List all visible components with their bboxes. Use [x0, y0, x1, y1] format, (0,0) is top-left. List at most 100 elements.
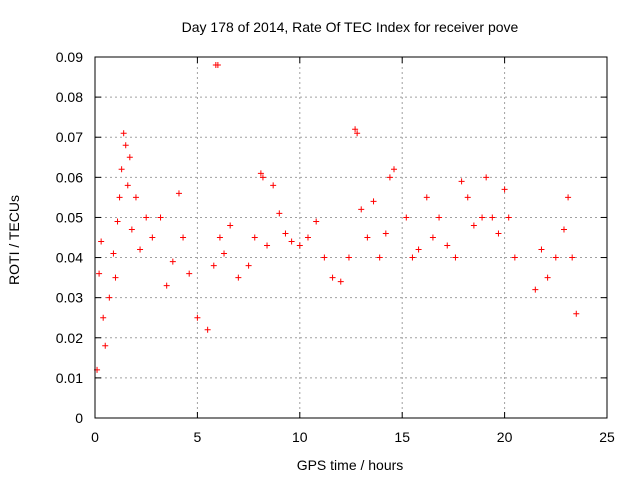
data-point — [444, 242, 451, 249]
data-point — [132, 194, 139, 201]
data-point — [337, 278, 344, 285]
data-point — [264, 242, 271, 249]
data-point — [216, 234, 223, 241]
data-point — [415, 246, 422, 253]
data-point — [194, 314, 201, 321]
y-tick-label: 0.06 — [56, 169, 83, 185]
axis-ticks — [94, 56, 608, 419]
data-point — [403, 214, 410, 221]
data-point — [565, 194, 572, 201]
data-point — [114, 218, 121, 225]
data-point — [386, 174, 393, 181]
data-point — [479, 214, 486, 221]
data-point — [364, 234, 371, 241]
y-tick-label: 0.07 — [56, 129, 83, 145]
data-point — [126, 154, 133, 161]
data-point — [245, 262, 252, 269]
data-point — [251, 234, 258, 241]
data-point — [501, 186, 508, 193]
data-point — [98, 238, 105, 245]
x-axis-label: GPS time / hours — [297, 457, 404, 473]
data-point — [483, 174, 490, 181]
data-point — [282, 230, 289, 237]
x-tick-label: 20 — [497, 429, 513, 445]
y-tick-label: 0.02 — [56, 330, 83, 346]
grid-lines — [95, 57, 607, 418]
y-axis-label: ROTI / TECUs — [6, 195, 22, 285]
data-point — [227, 222, 234, 229]
data-point — [120, 130, 127, 137]
data-point — [511, 254, 518, 261]
data-point — [352, 126, 359, 133]
data-point — [423, 194, 430, 201]
data-point — [313, 218, 320, 225]
data-point — [573, 310, 580, 317]
data-point — [128, 226, 135, 233]
data-point — [532, 286, 539, 293]
data-point — [143, 214, 150, 221]
data-point — [214, 62, 221, 69]
data-point — [538, 246, 545, 253]
data-point — [505, 214, 512, 221]
data-point — [296, 242, 303, 249]
data-point — [270, 182, 277, 189]
data-point — [259, 174, 266, 181]
data-point — [116, 194, 123, 201]
data-point — [560, 226, 567, 233]
data-point — [100, 314, 107, 321]
y-tick-labels: 0 0.01 0.02 0.03 0.04 0.05 0.06 0.07 0.08 0.09 — [56, 49, 83, 426]
data-point — [124, 182, 131, 189]
x-tick-labels: 0 5 10 15 20 25 — [91, 429, 615, 445]
data-point — [175, 190, 182, 197]
data-point — [96, 270, 103, 277]
y-tick-label: 0.01 — [56, 370, 83, 386]
y-tick-label: 0.03 — [56, 290, 83, 306]
data-point — [186, 270, 193, 277]
data-point — [118, 166, 125, 173]
data-point — [288, 238, 295, 245]
data-point — [221, 250, 228, 257]
data-point — [235, 274, 242, 281]
data-point — [329, 274, 336, 281]
data-point — [569, 254, 576, 261]
data-point — [489, 214, 496, 221]
data-point — [257, 170, 264, 177]
data-point — [429, 234, 436, 241]
data-point — [102, 342, 109, 349]
data-point — [180, 234, 187, 241]
x-tick-label: 5 — [194, 429, 202, 445]
y-tick-label: 0 — [75, 410, 83, 426]
data-points — [94, 62, 580, 373]
data-point — [321, 254, 328, 261]
data-point — [137, 246, 144, 253]
data-point — [354, 130, 361, 137]
data-point — [210, 262, 217, 269]
data-point — [157, 214, 164, 221]
data-point — [112, 274, 119, 281]
data-point — [464, 194, 471, 201]
y-tick-label: 0.08 — [56, 89, 83, 105]
data-point — [122, 142, 129, 149]
x-tick-label: 10 — [292, 429, 308, 445]
y-tick-label: 0.04 — [56, 250, 83, 266]
data-point — [204, 326, 211, 333]
data-point — [409, 254, 416, 261]
data-point — [110, 250, 117, 257]
y-tick-label: 0.05 — [56, 209, 83, 225]
data-point — [106, 294, 113, 301]
data-point — [452, 254, 459, 261]
x-tick-label: 0 — [91, 429, 99, 445]
data-point — [163, 282, 170, 289]
data-point — [370, 198, 377, 205]
x-tick-label: 15 — [394, 429, 410, 445]
data-point — [169, 258, 176, 265]
data-point — [345, 254, 352, 261]
data-point — [376, 254, 383, 261]
data-point — [470, 222, 477, 229]
data-point — [495, 230, 502, 237]
chart-title: Day 178 of 2014, Rate Of TEC Index for r… — [182, 19, 519, 35]
data-point — [552, 254, 559, 261]
data-point — [458, 178, 465, 185]
y-tick-label: 0.09 — [56, 49, 83, 65]
